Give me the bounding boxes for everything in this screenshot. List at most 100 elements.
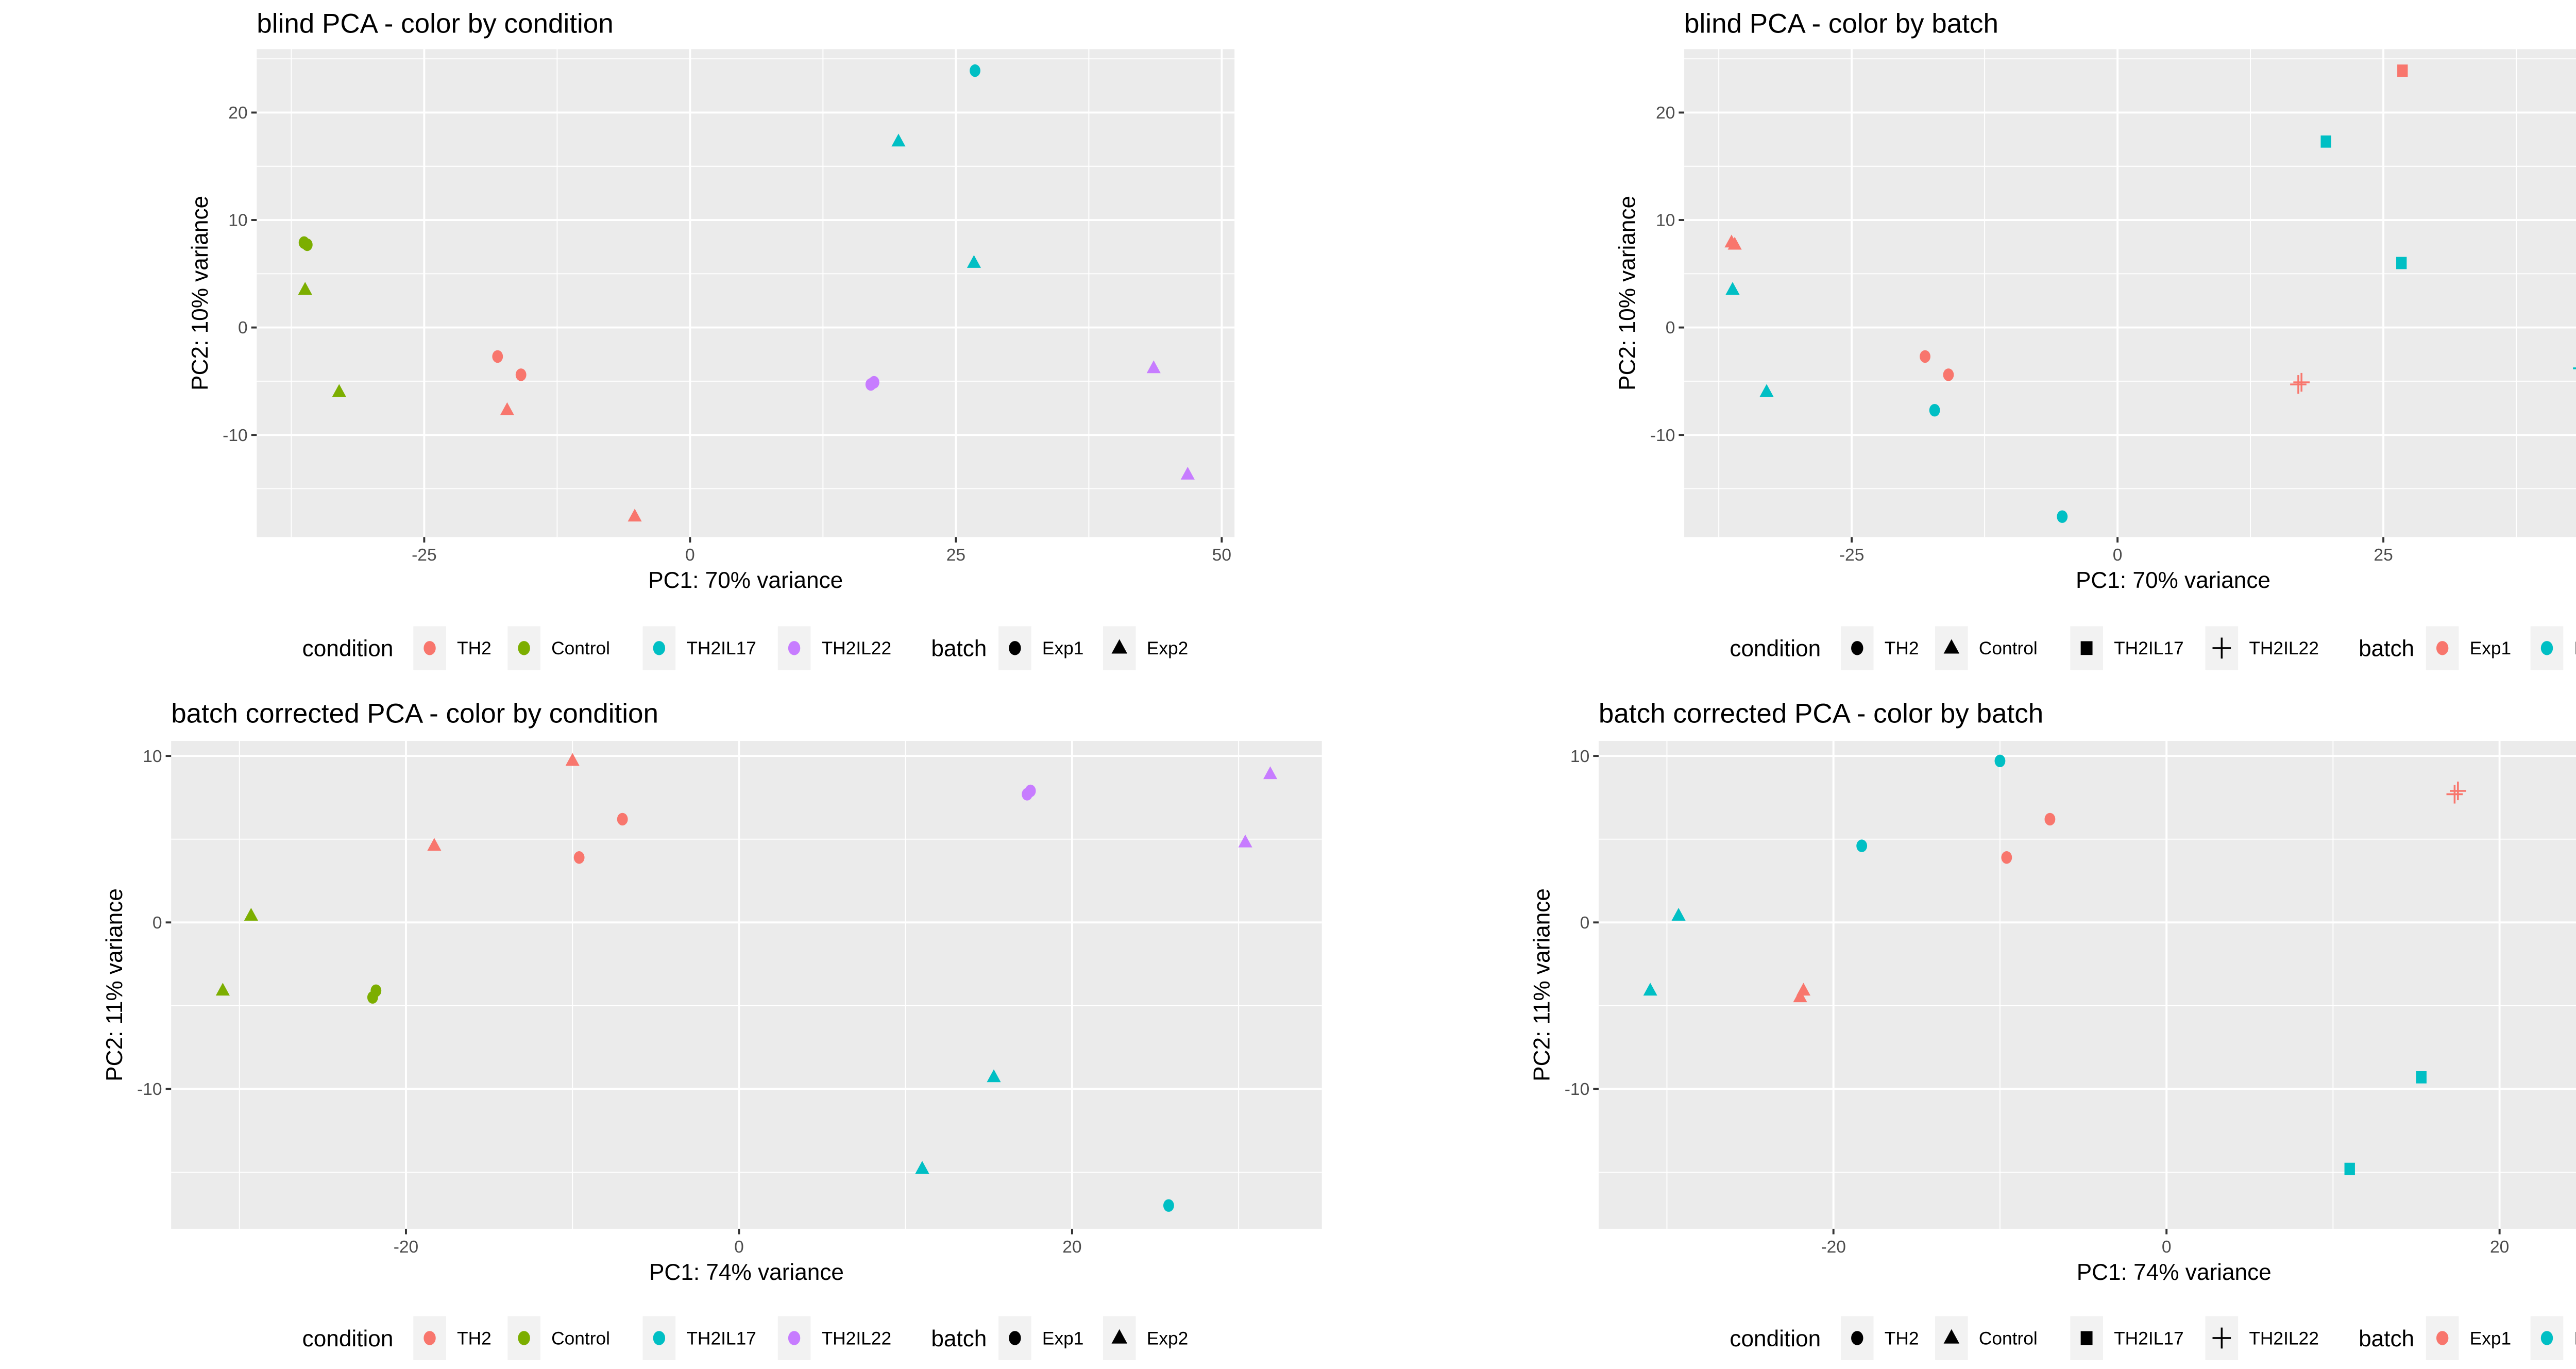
data-point-control-exp1 [367,991,378,1004]
data-point-th2-exp1 [515,368,527,381]
data-point-th2il17-exp2 [967,255,981,268]
data-point-th2-exp2 [565,753,580,766]
legend: condition TH2 Control TH2IL17 TH2IL22 batch Ex… [1730,1316,2576,1360]
data-point-control-exp2 [244,907,258,921]
legend-item: Control [507,1316,610,1360]
data-point-th2-exp2 [1856,839,1868,852]
x-tick-label: -25 [412,546,437,565]
y-tick-label: 0 [1580,914,1590,933]
data-point-th2il22-exp1 [2446,785,2463,804]
points-layer [1724,64,2576,523]
y-tick-label: -10 [1650,426,1675,445]
legend-label: Control [551,1328,610,1348]
legend-label: TH2IL17 [2114,638,2184,658]
y-axis-title: PC2: 11% variance [1530,888,1555,1081]
legend-label: TH2IL22 [2249,1328,2319,1348]
legend-item: Control [1935,626,2038,670]
data-point-th2il17-exp2 [915,1161,929,1174]
points-layer [215,753,1278,1212]
y-tick-label: -10 [137,1080,162,1099]
legend-shape-icon [1009,641,1021,655]
legend-item: Exp2 [2530,626,2576,670]
legend-swatch-icon [653,641,666,655]
data-point-th2il22-exp2 [1146,360,1161,374]
legend-label: TH2IL17 [2114,1328,2184,1348]
legend-item: TH2IL22 [777,1316,892,1360]
data-point-th2-exp1 [492,350,503,363]
legend-shape-icon [1009,1331,1021,1345]
legend: condition TH2 Control TH2IL17 TH2IL22 batch Ex… [302,1316,1188,1360]
legend-label: TH2IL22 [822,1328,892,1348]
y-tick-label: 0 [1666,318,1675,337]
y-tick-label: 20 [1656,104,1675,123]
chart-title: batch corrected PCA - color by condition [171,699,658,729]
y-axis-title: PC2: 10% variance [1615,196,1640,391]
legend-batch: batch Exp1 Exp2 [2359,1316,2576,1360]
legend-shape-icon [1851,641,1863,655]
legend-label: TH2 [457,1328,492,1348]
legend-label: Exp1 [1042,1328,1084,1348]
x-tick-label: 0 [734,1238,744,1257]
y-tick-label: 10 [143,747,162,766]
legend-swatch-icon [2436,641,2449,655]
legend-item: Exp2 [2530,1316,2576,1360]
x-axis-title: PC1: 74% variance [2077,1260,2272,1285]
x-tick-label: 50 [1212,546,1231,565]
data-point-th2il17-exp2 [987,1069,1001,1083]
legend-swatch-icon [2436,1331,2449,1345]
data-point-control-exp1 [1727,236,1742,250]
y-tick-label: 0 [238,318,248,337]
x-tick-label: 25 [2374,546,2393,565]
legend-title: batch [931,1326,987,1351]
data-point-th2-exp2 [628,509,642,522]
y-tick-label: 0 [152,914,162,933]
legend-swatch-icon [788,1331,801,1345]
legend-label: TH2 [1885,1328,1919,1348]
legend-item: Control [1935,1316,2038,1360]
legend-item: TH2 [1840,626,1919,670]
data-point-control-exp2 [298,282,312,295]
legend-condition: condition TH2 Control TH2IL17 TH2IL22 [1730,626,2319,670]
data-point-th2il22-exp1 [1022,788,1033,801]
legend-label: TH2IL22 [2249,638,2319,658]
data-point-control-exp2 [1759,384,1774,397]
legend-batch: batch Exp1 Exp2 [931,626,1188,670]
points-layer [298,64,1195,522]
y-tick-label: 20 [228,104,247,123]
chart-title: blind PCA - color by condition [257,9,613,39]
data-point-control-exp2 [1643,983,1657,996]
legend-item: Exp2 [1103,626,1188,670]
y-axis-title: PC2: 10% variance [188,196,213,391]
x-tick-label: 0 [2113,546,2123,565]
legend-item: TH2IL17 [2070,1316,2184,1360]
x-axis-title: PC1: 70% variance [648,568,843,593]
y-tick-label: 10 [1656,211,1675,230]
data-point-th2il17-exp2 [891,133,906,147]
legend-label: Exp2 [1147,638,1189,658]
data-point-th2il17-exp2 [2344,1162,2355,1175]
legend-swatch-icon [2540,641,2553,655]
y-tick-label: -10 [1565,1080,1590,1099]
plot-panel [171,741,1322,1229]
legend-title: condition [302,1326,394,1351]
legend-swatch-icon [423,1331,436,1345]
plot-panel [257,49,1235,537]
legend-batch: batch Exp1 Exp2 [2359,626,2576,670]
legend-label: Exp2 [2574,1328,2576,1348]
data-point-control-exp2 [1725,282,1740,295]
legend-shape-icon [1111,639,1128,654]
chart-title: batch corrected PCA - color by batch [1599,699,2043,729]
data-point-control-exp1 [301,238,313,251]
data-point-th2il17-exp1 [1163,1199,1174,1212]
data-point-th2il22-exp2 [1180,466,1195,480]
pca-panel-corrected-condition: batch corrected PCA - color by condition… [102,699,1322,1360]
legend-item: TH2IL22 [777,626,891,670]
points-layer [1643,754,2466,1175]
data-point-th2-exp2 [500,402,514,415]
data-point-th2il22-exp1 [2293,373,2310,392]
legend: condition TH2 Control TH2IL17 TH2IL22 batch Ex… [1730,626,2576,670]
legend-label: TH2IL17 [686,1328,756,1348]
legend-item: TH2 [1840,1316,1919,1360]
y-tick-label: 10 [228,211,247,230]
legend-item: TH2IL17 [2070,626,2184,670]
